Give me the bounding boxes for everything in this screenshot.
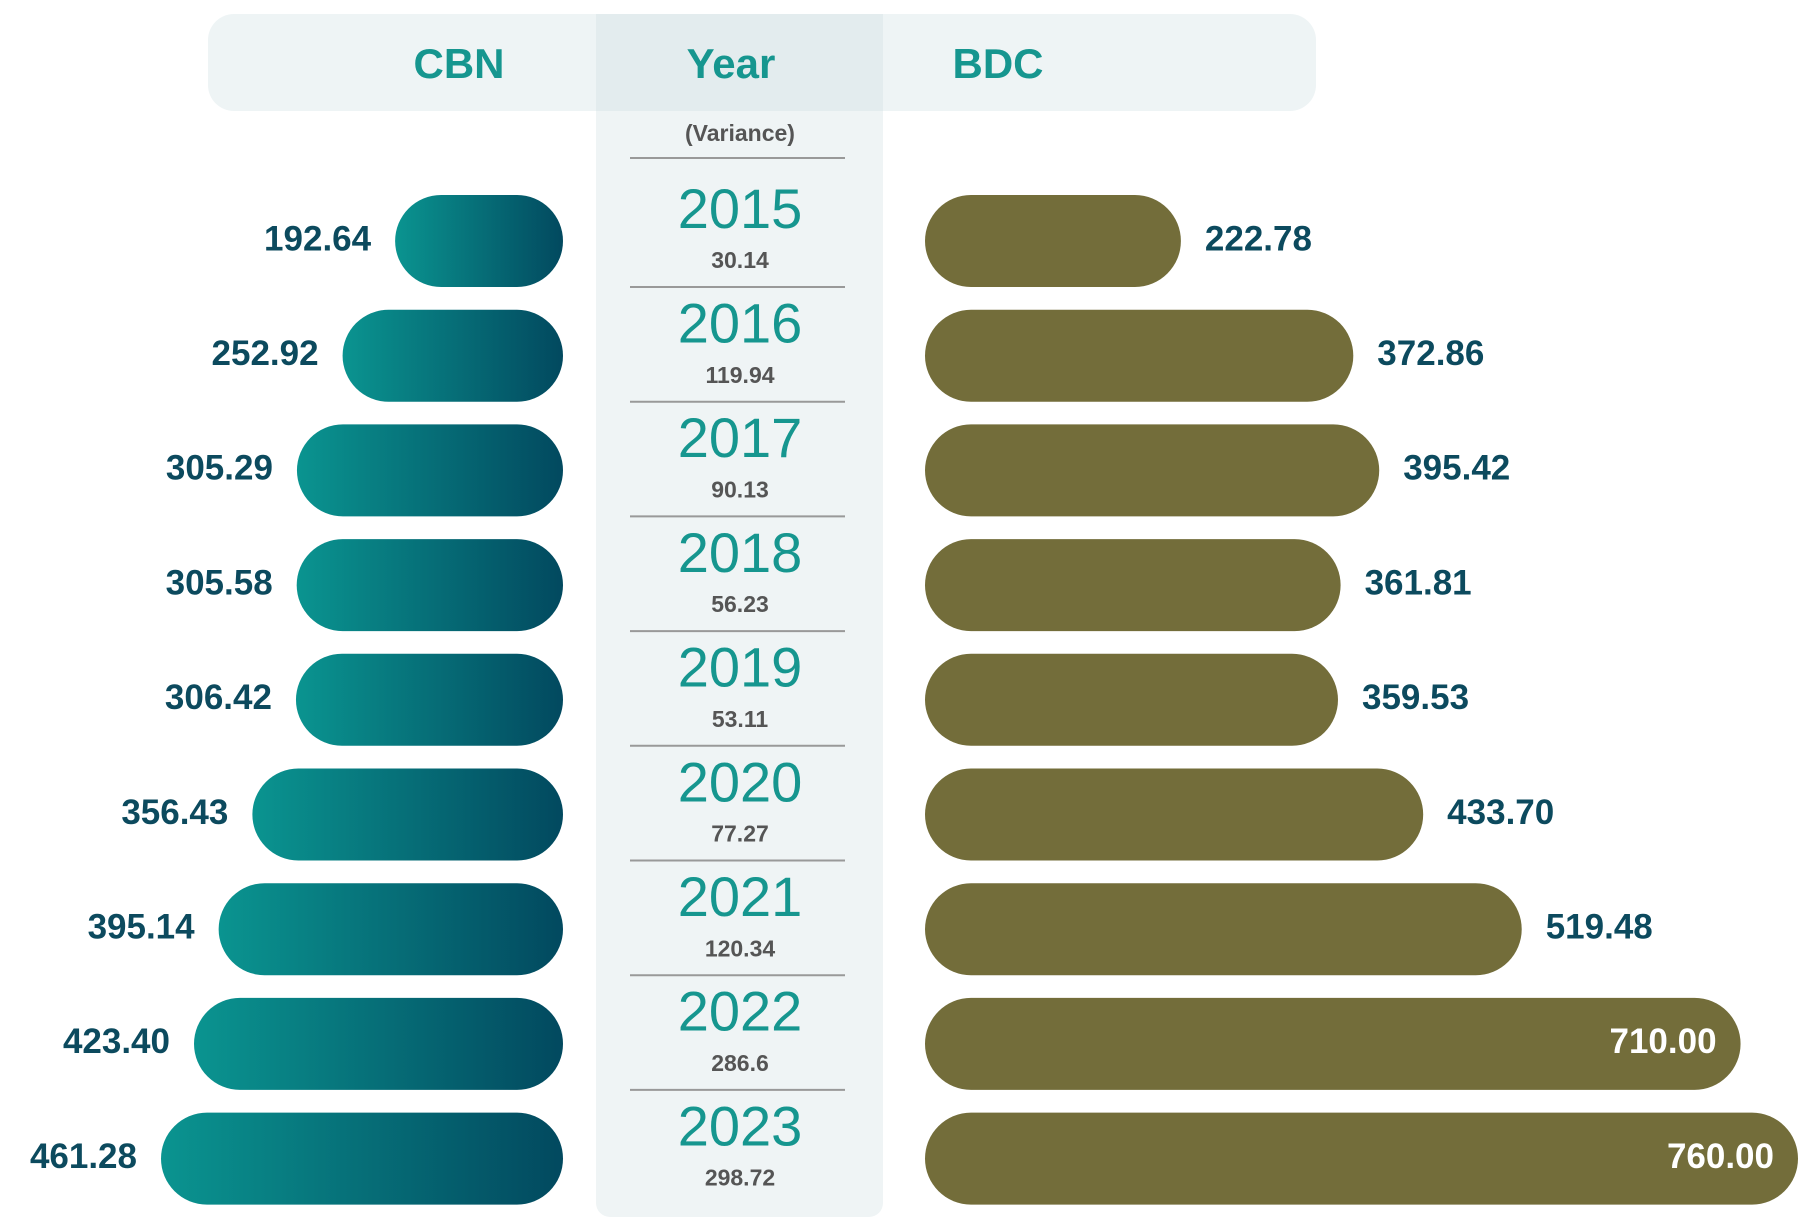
- value-label: 519.48: [1546, 907, 1653, 946]
- bar: [296, 539, 563, 632]
- bar: [925, 539, 1341, 632]
- variance-label: 286.6: [711, 1050, 769, 1076]
- value-label: 192.64: [264, 219, 372, 258]
- category-label: 2016: [678, 291, 803, 354]
- series-header: CBN: [414, 40, 505, 87]
- value-label: 710.00: [1610, 1022, 1717, 1061]
- variance-header: (Variance): [685, 120, 795, 146]
- category-label: 2022: [678, 980, 803, 1043]
- category-label: 2019: [678, 636, 803, 699]
- value-label: 361.81: [1365, 563, 1472, 602]
- value-label: 433.70: [1447, 793, 1554, 832]
- variance-label: 120.34: [705, 935, 776, 961]
- bar: [395, 195, 563, 287]
- value-label: 222.78: [1205, 219, 1312, 258]
- value-label: 395.42: [1403, 449, 1510, 488]
- year-column: [596, 14, 883, 1217]
- value-label: 760.00: [1667, 1137, 1774, 1176]
- year-header-bg: [596, 14, 883, 111]
- category-label: 2021: [678, 865, 803, 928]
- value-label: 423.40: [63, 1022, 170, 1061]
- value-label: 395.14: [88, 907, 196, 946]
- bar: [925, 768, 1424, 861]
- series-header: BDC: [953, 40, 1044, 87]
- variance-label: 77.27: [711, 821, 769, 847]
- bar: [925, 195, 1181, 287]
- bar: [295, 653, 563, 746]
- bar: [342, 309, 563, 402]
- value-label: 252.92: [212, 334, 319, 373]
- bar: [925, 424, 1380, 517]
- bar: [925, 1112, 1798, 1205]
- value-label: 372.86: [1377, 334, 1484, 373]
- value-label: 461.28: [30, 1137, 137, 1176]
- bar: [925, 309, 1354, 402]
- bar: [925, 653, 1338, 746]
- bar: [194, 997, 563, 1090]
- category-label: 2015: [678, 177, 803, 240]
- value-label: 305.58: [166, 563, 273, 602]
- bar: [161, 1112, 563, 1205]
- bar: [925, 997, 1741, 1090]
- value-label: 306.42: [165, 678, 272, 717]
- variance-label: 56.23: [711, 591, 769, 617]
- variance-label: 90.13: [711, 476, 769, 502]
- bar: [296, 424, 563, 517]
- variance-label: 53.11: [712, 706, 768, 732]
- category-label: 2020: [678, 750, 803, 813]
- category-label: 2023: [678, 1094, 803, 1157]
- value-label: 305.29: [166, 449, 273, 488]
- bar: [925, 883, 1522, 976]
- variance-label: 119.94: [705, 362, 774, 388]
- bar: [252, 768, 563, 861]
- value-label: 356.43: [121, 793, 228, 832]
- category-header: Year: [687, 40, 776, 87]
- bar: [218, 883, 564, 976]
- category-label: 2017: [678, 406, 803, 469]
- variance-label: 30.14: [711, 247, 769, 273]
- variance-label: 298.72: [705, 1165, 775, 1191]
- category-label: 2018: [678, 521, 803, 584]
- value-label: 359.53: [1362, 678, 1469, 717]
